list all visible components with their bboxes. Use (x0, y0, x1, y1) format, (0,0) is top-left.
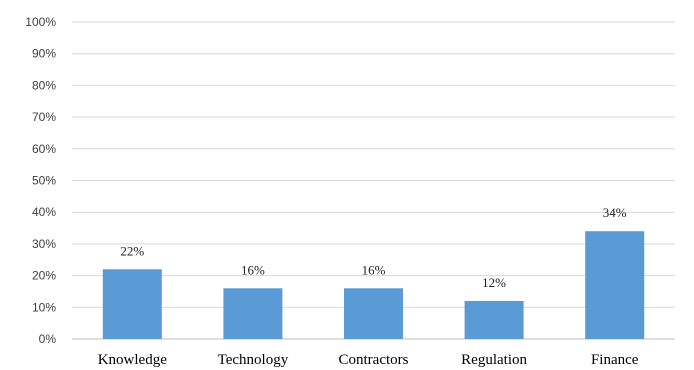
bar (223, 288, 283, 339)
data-labels: 22% 16% 16% 12% 34% (120, 205, 626, 290)
gridlines (72, 21, 675, 340)
data-label: 34% (603, 205, 627, 220)
y-tick-label: 90% (32, 47, 56, 61)
y-tick-label: 10% (32, 300, 56, 314)
bar (344, 288, 403, 339)
y-tick-label: 80% (32, 78, 56, 92)
y-tick-label: 20% (32, 269, 56, 283)
y-axis-ticks: 0% 10% 20% 30% 40% 50% 60% 70% 80% 90% 100% (25, 15, 56, 346)
x-axis-categories: Knowledge Technology Contractors Regulation… (98, 352, 639, 368)
y-tick-label: 70% (32, 110, 56, 124)
x-category-label: Technology (218, 352, 289, 368)
y-tick-label: 0% (39, 332, 57, 346)
y-tick-label: 30% (32, 237, 56, 251)
x-category-label: Knowledge (98, 352, 167, 368)
y-tick-label: 60% (32, 142, 56, 156)
x-category-label: Regulation (461, 352, 527, 368)
y-tick-label: 50% (32, 174, 56, 188)
bar (464, 300, 524, 339)
y-tick-label: 40% (32, 205, 56, 219)
x-category-label: Contractors (339, 352, 409, 368)
bar (585, 231, 645, 339)
data-label: 16% (362, 262, 386, 277)
x-category-label: Finance (591, 352, 639, 368)
y-tick-label: 100% (25, 15, 56, 29)
data-label: 12% (482, 275, 506, 290)
data-label: 16% (241, 262, 265, 277)
data-label: 22% (120, 243, 144, 258)
bar (102, 269, 162, 339)
bars (102, 231, 645, 339)
